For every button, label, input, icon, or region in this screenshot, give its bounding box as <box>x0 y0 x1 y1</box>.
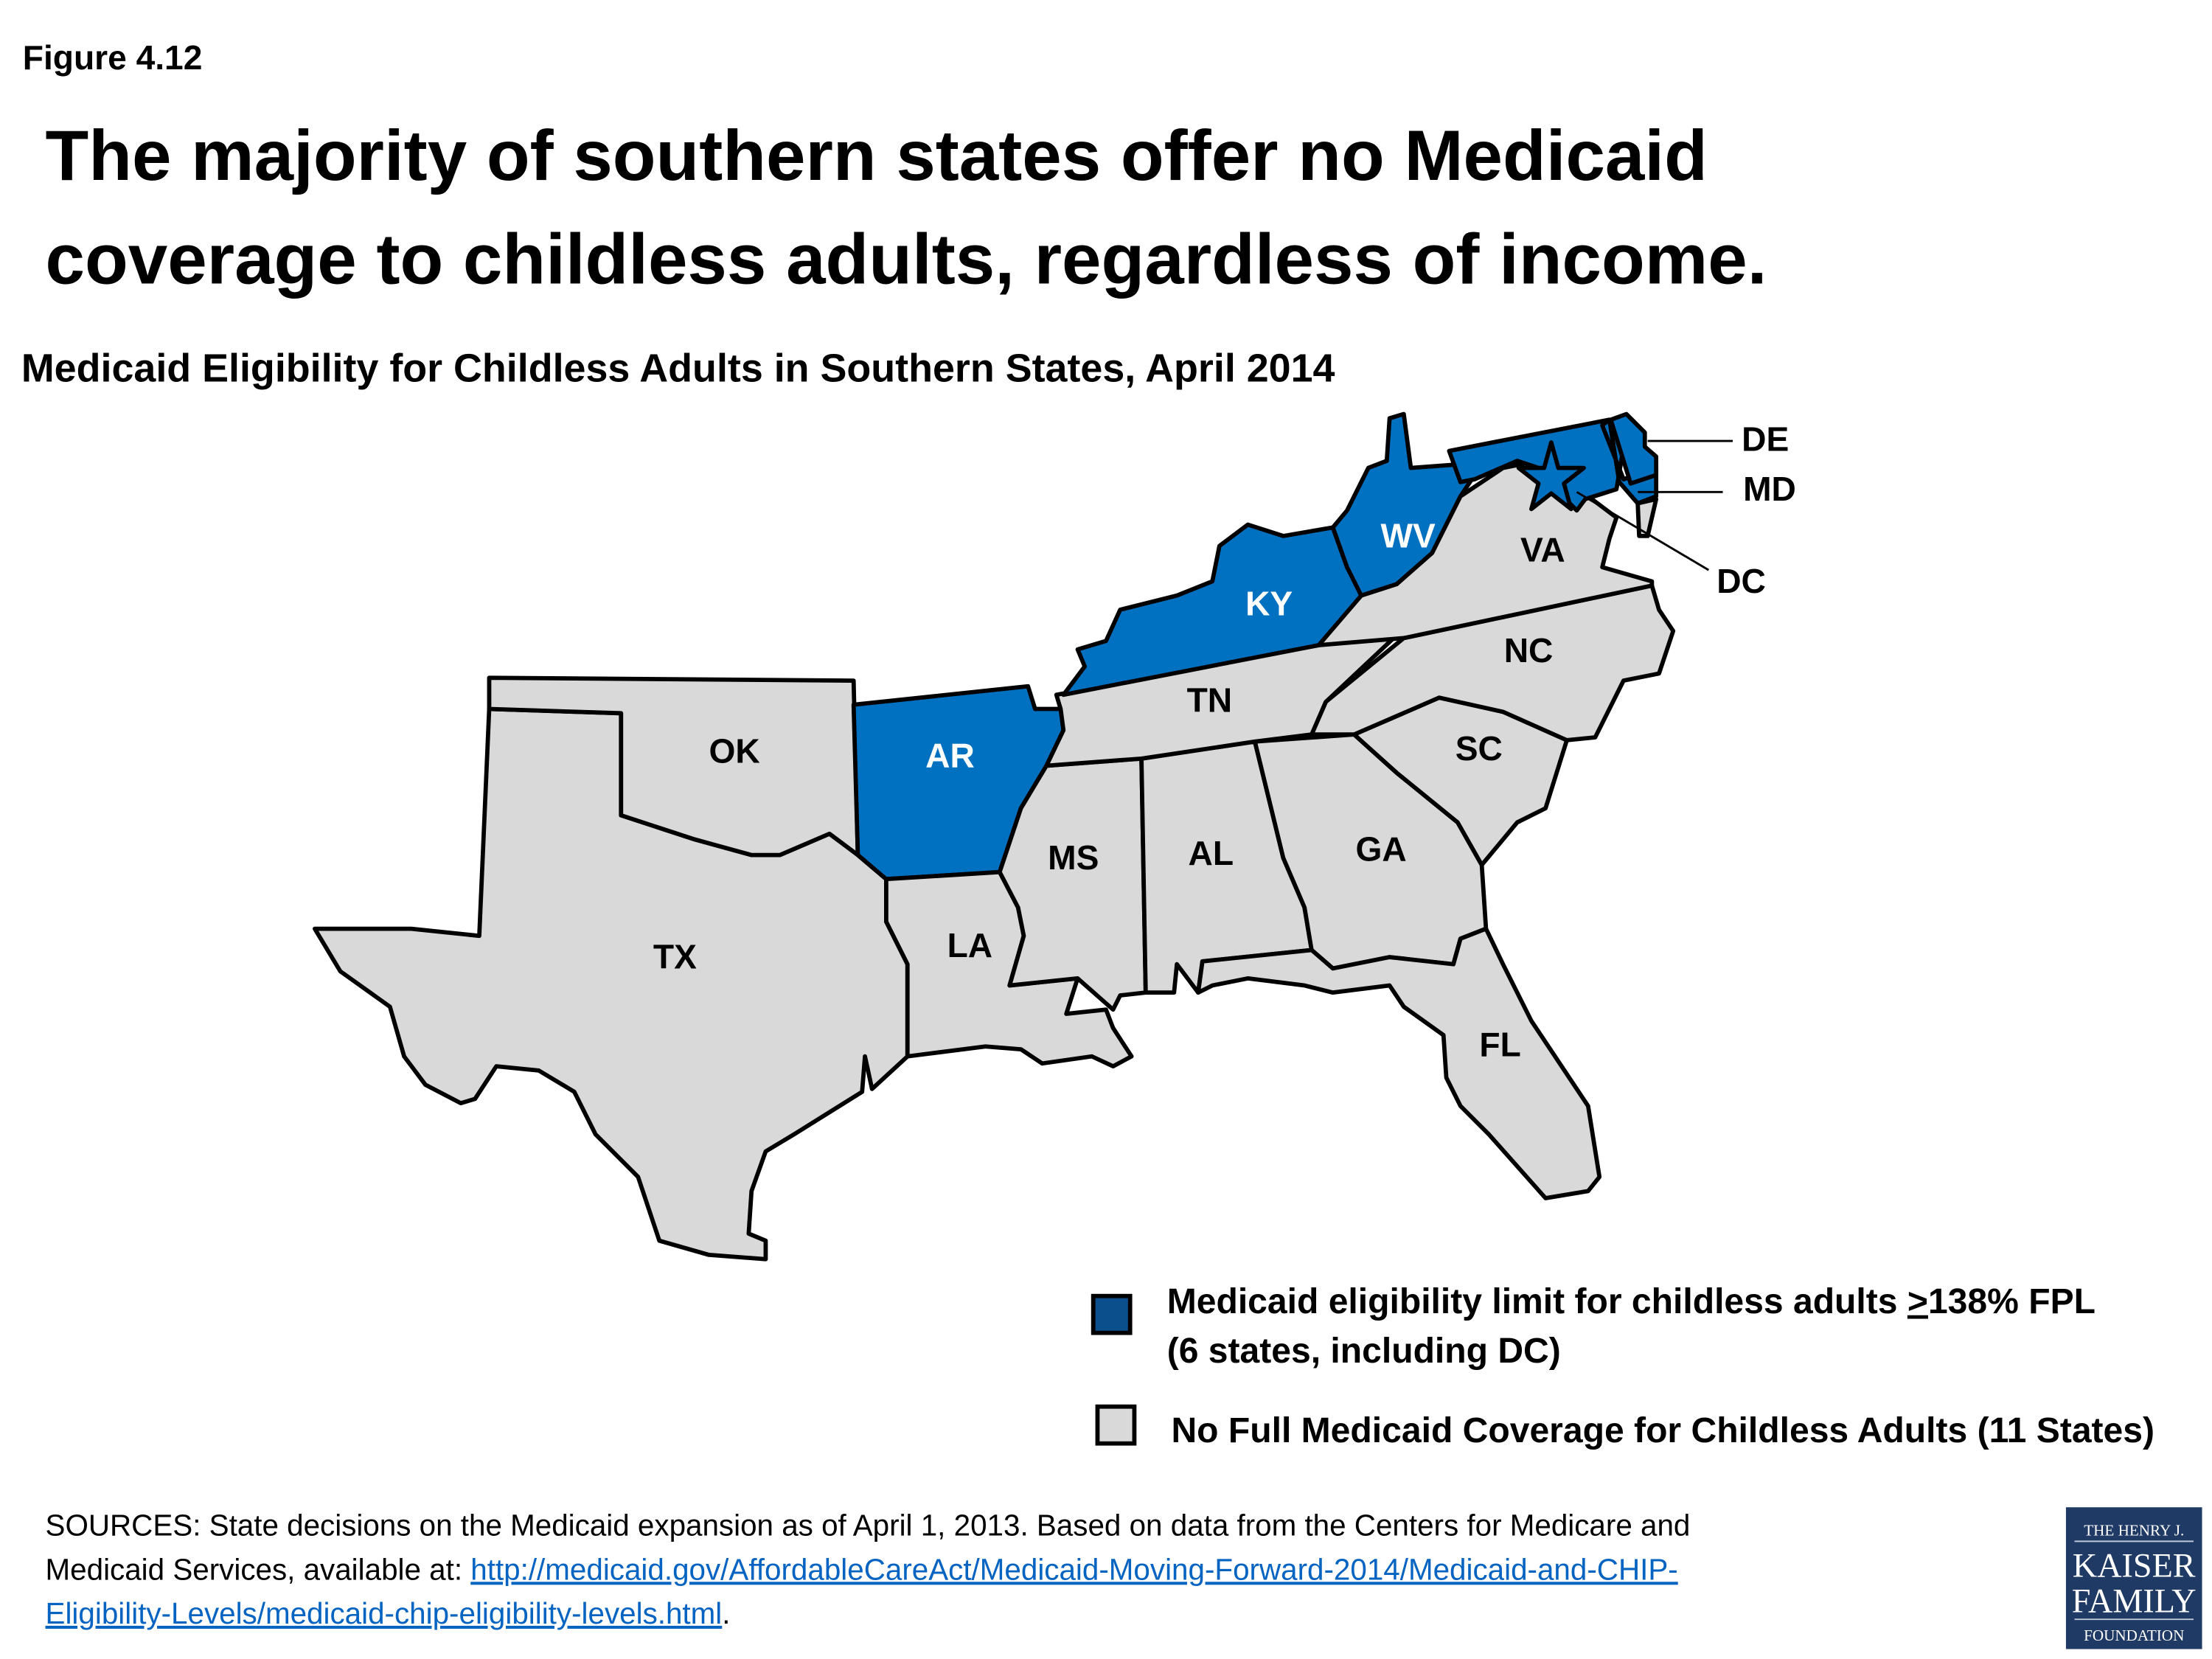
map: TX OK AR LA MS AL GA FL SC NC TN KY WV V… <box>313 411 1796 1262</box>
label-fl: FL <box>1479 1026 1520 1064</box>
title-line-1: The majority of southern states offer no… <box>46 116 1708 195</box>
label-sc: SC <box>1455 729 1503 768</box>
label-tn: TN <box>1187 681 1233 719</box>
label-de: DE <box>1742 420 1789 459</box>
state-fl[interactable] <box>1196 926 1602 1200</box>
label-tx: TX <box>653 937 697 975</box>
svg-text:KAISER: KAISER <box>2073 1546 2196 1584</box>
sources-line-3: Eligibility-Levels/medicaid-chip-eligibi… <box>46 1596 731 1630</box>
label-ar: AR <box>925 736 975 774</box>
sources-line-2: Medicaid Services, available at: http://… <box>46 1552 1678 1586</box>
svg-text:FOUNDATION: FOUNDATION <box>2084 1627 2184 1644</box>
label-nc: NC <box>1504 631 1554 669</box>
label-ga: GA <box>1355 830 1406 868</box>
legend-swatch-expanded <box>1091 1293 1133 1335</box>
label-ok: OK <box>709 732 760 771</box>
label-dc: DC <box>1717 562 1766 600</box>
label-la: LA <box>947 926 993 964</box>
sources-line-1: SOURCES: State decisions on the Medicaid… <box>46 1509 1691 1543</box>
leader-lines <box>1576 439 1733 571</box>
title-line-2: coverage to childless adults, regardless… <box>46 220 1767 299</box>
state-de[interactable] <box>1608 411 1659 486</box>
dc-star-icon[interactable] <box>1516 440 1586 512</box>
svg-text:THE HENRY J.: THE HENRY J. <box>2084 1522 2184 1540</box>
label-md: MD <box>1743 470 1796 508</box>
legend-expanded-line-1: Medicaid eligibility limit for childless… <box>1167 1281 2096 1321</box>
figure-label: Figure 4.12 <box>23 38 203 77</box>
svg-text:FAMILY: FAMILY <box>2072 1582 2197 1620</box>
delmarva-tip <box>1635 497 1659 538</box>
label-wv: WV <box>1380 516 1436 554</box>
legend-not-covered: No Full Medicaid Coverage for Childless … <box>1171 1411 2154 1450</box>
legend: Medicaid eligibility limit for childless… <box>1091 1281 2154 1450</box>
source-link-cont[interactable]: Eligibility-Levels/medicaid-chip-eligibi… <box>46 1596 723 1630</box>
sources: SOURCES: State decisions on the Medicaid… <box>46 1509 1691 1630</box>
label-al: AL <box>1189 834 1234 872</box>
legend-swatch-not-covered <box>1095 1404 1137 1446</box>
label-va: VA <box>1520 531 1565 569</box>
legend-expanded-line-2: (6 states, including DC) <box>1167 1331 1561 1371</box>
label-ms: MS <box>1048 838 1099 877</box>
source-link[interactable]: http://medicaid.gov/AffordableCareAct/Me… <box>470 1552 1677 1586</box>
label-ky: KY <box>1245 585 1293 623</box>
map-subtitle: Medicaid Eligibility for Childless Adult… <box>21 346 1335 390</box>
kff-logo: THE HENRY J. KAISER FAMILY FOUNDATION <box>2065 1507 2202 1649</box>
